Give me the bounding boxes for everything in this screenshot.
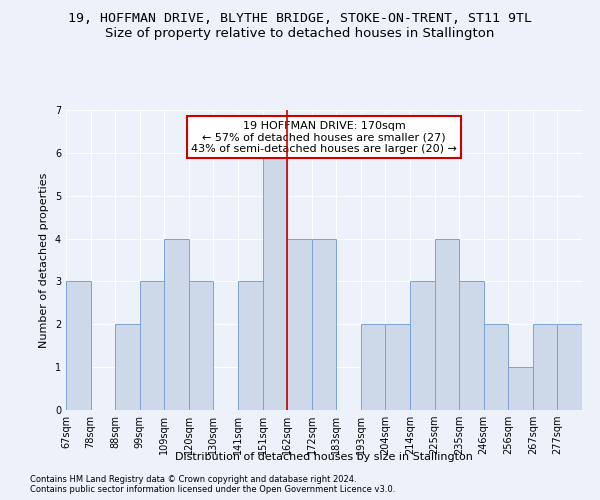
Bar xyxy=(557,324,582,410)
Bar xyxy=(459,282,484,410)
Bar xyxy=(115,324,140,410)
Bar xyxy=(361,324,385,410)
Bar xyxy=(66,282,91,410)
Bar xyxy=(164,238,189,410)
Text: Contains HM Land Registry data © Crown copyright and database right 2024.: Contains HM Land Registry data © Crown c… xyxy=(30,475,356,484)
Text: Size of property relative to detached houses in Stallington: Size of property relative to detached ho… xyxy=(106,28,494,40)
Bar xyxy=(484,324,508,410)
Bar xyxy=(410,282,434,410)
Bar xyxy=(385,324,410,410)
Text: 19, HOFFMAN DRIVE, BLYTHE BRIDGE, STOKE-ON-TRENT, ST11 9TL: 19, HOFFMAN DRIVE, BLYTHE BRIDGE, STOKE-… xyxy=(68,12,532,26)
Bar xyxy=(189,282,214,410)
Bar xyxy=(287,238,312,410)
Bar xyxy=(533,324,557,410)
Bar xyxy=(140,282,164,410)
Bar xyxy=(263,153,287,410)
Bar xyxy=(434,238,459,410)
Text: 19 HOFFMAN DRIVE: 170sqm
← 57% of detached houses are smaller (27)
43% of semi-d: 19 HOFFMAN DRIVE: 170sqm ← 57% of detach… xyxy=(191,120,457,154)
Bar xyxy=(508,367,533,410)
Text: Contains public sector information licensed under the Open Government Licence v3: Contains public sector information licen… xyxy=(30,485,395,494)
Bar xyxy=(238,282,263,410)
Y-axis label: Number of detached properties: Number of detached properties xyxy=(40,172,49,348)
Text: Distribution of detached houses by size in Stallington: Distribution of detached houses by size … xyxy=(175,452,473,462)
Bar xyxy=(312,238,336,410)
